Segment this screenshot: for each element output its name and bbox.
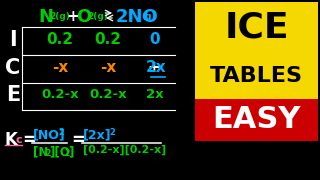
Text: =: = <box>22 131 36 149</box>
Text: [NO]: [NO] <box>33 128 66 141</box>
Text: +: + <box>66 9 79 24</box>
Text: 2x: 2x <box>146 60 166 75</box>
Text: E: E <box>6 85 20 105</box>
Text: 2: 2 <box>45 149 50 158</box>
Text: 2: 2 <box>109 128 115 137</box>
Text: =: = <box>71 131 85 149</box>
FancyBboxPatch shape <box>195 99 318 141</box>
Text: [2x]: [2x] <box>83 128 112 141</box>
Text: TABLES: TABLES <box>210 66 303 87</box>
Text: 0.2: 0.2 <box>46 33 74 48</box>
Text: 2: 2 <box>58 128 64 137</box>
Text: I: I <box>9 30 17 50</box>
Text: 2(g): 2(g) <box>49 12 70 21</box>
Text: [N: [N <box>33 145 48 158</box>
FancyBboxPatch shape <box>195 2 318 54</box>
Text: ]: ] <box>68 145 73 158</box>
Text: [0.2-x][0.2-x]: [0.2-x][0.2-x] <box>83 145 166 155</box>
Text: O: O <box>76 8 91 26</box>
Text: ICE: ICE <box>224 11 289 45</box>
Text: +: + <box>147 60 160 75</box>
Text: ][O: ][O <box>49 145 70 158</box>
Text: 0.2-x: 0.2-x <box>41 89 79 102</box>
Text: 2NO: 2NO <box>116 8 159 26</box>
Text: c: c <box>15 135 22 145</box>
Text: -x: -x <box>100 60 116 75</box>
Text: 2(g): 2(g) <box>87 12 108 21</box>
Text: N: N <box>38 8 53 26</box>
Text: K: K <box>5 131 18 149</box>
Text: C: C <box>5 58 20 78</box>
Text: 0.2-x: 0.2-x <box>89 89 127 102</box>
Text: 0.2: 0.2 <box>94 33 122 48</box>
FancyBboxPatch shape <box>195 54 318 99</box>
Text: 2x: 2x <box>146 89 164 102</box>
Text: (g): (g) <box>141 12 156 21</box>
Text: 0: 0 <box>150 33 160 48</box>
Text: -x: -x <box>52 60 68 75</box>
Text: 2: 2 <box>64 149 69 158</box>
Text: EASY: EASY <box>212 105 301 134</box>
